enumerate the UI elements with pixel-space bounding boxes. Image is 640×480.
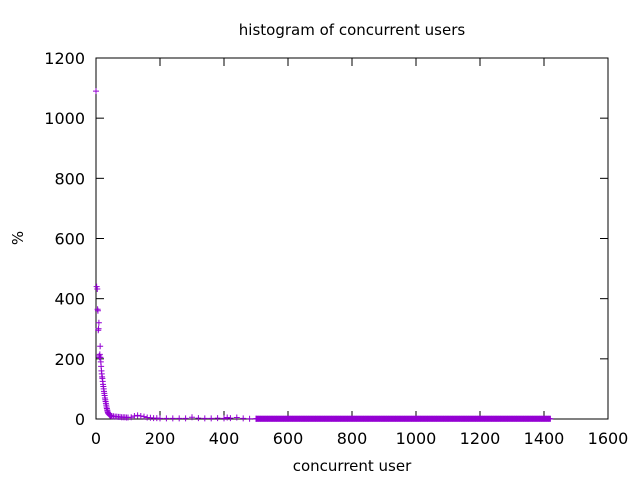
data-point	[95, 319, 102, 326]
y-tick-label: 800	[54, 169, 85, 188]
y-tick-label: 1000	[44, 109, 85, 128]
data-point	[221, 415, 227, 422]
data-point	[547, 415, 554, 422]
data-point	[131, 412, 138, 419]
y-axis-label: %	[9, 231, 27, 245]
plot-frame	[95, 57, 609, 420]
data-points	[93, 88, 554, 422]
y-tick-label: 1200	[44, 49, 85, 68]
y-tick-label: 600	[54, 230, 85, 249]
data-point	[134, 412, 141, 419]
data-point	[224, 414, 231, 421]
x-tick-label: 400	[209, 429, 240, 448]
data-point	[182, 415, 189, 422]
x-tick-label: 1600	[588, 429, 629, 448]
data-point	[195, 415, 202, 422]
data-point	[208, 415, 215, 422]
x-tick-label: 1200	[460, 429, 501, 448]
data-point	[189, 414, 195, 421]
y-tick-label: 400	[54, 290, 85, 309]
data-point	[163, 415, 170, 422]
data-point	[214, 415, 221, 422]
data-point	[96, 351, 103, 358]
data-point	[227, 415, 234, 422]
x-tick-label: 200	[145, 429, 176, 448]
data-point	[95, 325, 102, 332]
data-point	[137, 412, 144, 419]
data-point	[128, 414, 135, 421]
x-axis-label: concurrent user	[293, 457, 412, 475]
data-point	[176, 415, 183, 422]
data-point	[94, 307, 101, 314]
data-point	[201, 415, 208, 422]
x-tick-label: 800	[337, 429, 368, 448]
data-point	[157, 415, 163, 422]
x-tick-label: 0	[91, 429, 101, 448]
data-point	[169, 415, 176, 422]
x-tick-label: 1400	[524, 429, 565, 448]
data-point	[93, 88, 99, 95]
data-point	[233, 414, 240, 421]
data-point	[97, 343, 104, 350]
x-tick-label: 1000	[396, 429, 437, 448]
data-point	[141, 413, 147, 420]
data-point	[246, 415, 253, 422]
axis-ticks: 0 200 400 600 800 1000 1200 0 200 400 600 800 1000 12…	[44, 49, 628, 448]
y-tick-label: 200	[54, 350, 85, 369]
data-point	[94, 286, 101, 293]
data-point	[240, 415, 247, 422]
chart-title: histogram of concurrent users	[239, 21, 466, 39]
x-tick-label: 600	[273, 429, 304, 448]
y-tick-label: 0	[75, 410, 85, 429]
